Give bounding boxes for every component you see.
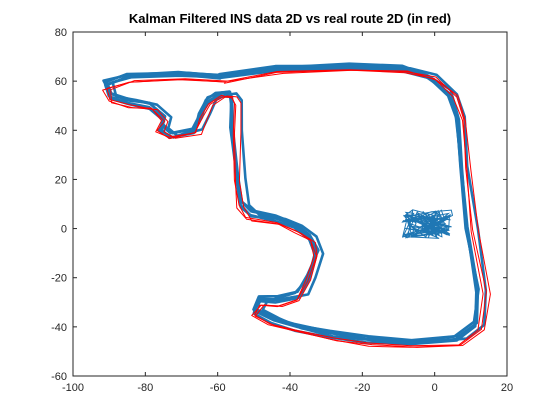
y-tick-label: 20 [55, 174, 67, 186]
kalman-ins-line [111, 64, 488, 345]
y-tick-label: 60 [55, 76, 67, 88]
x-tick-label: 20 [501, 382, 513, 394]
x-tick-label: -60 [210, 382, 226, 394]
x-tick-label: -100 [62, 382, 84, 394]
y-tick-label: -40 [51, 322, 67, 334]
x-tick-label: -40 [282, 382, 298, 394]
chart-title: Kalman Filtered INS data 2D vs real rout… [129, 11, 451, 26]
y-tick-label: -60 [51, 371, 67, 383]
x-tick-label: -80 [137, 382, 153, 394]
tick-layer: -100 -80 -60 -40 -20 0 20 -60 -40 -20 0 20 40 60 80 [51, 27, 513, 394]
series-layer [102, 62, 491, 348]
y-tick-label: -20 [51, 273, 67, 285]
ins-noise-cluster [401, 209, 454, 239]
y-tick-label: 80 [55, 27, 67, 39]
real-route-line [110, 69, 491, 348]
y-tick-label: 40 [55, 125, 67, 137]
x-tick-label: -20 [354, 382, 370, 394]
y-tick-label: 0 [61, 224, 67, 236]
x-tick-label: 0 [432, 382, 438, 394]
plot-area [73, 32, 507, 376]
real-route-line [102, 69, 484, 348]
